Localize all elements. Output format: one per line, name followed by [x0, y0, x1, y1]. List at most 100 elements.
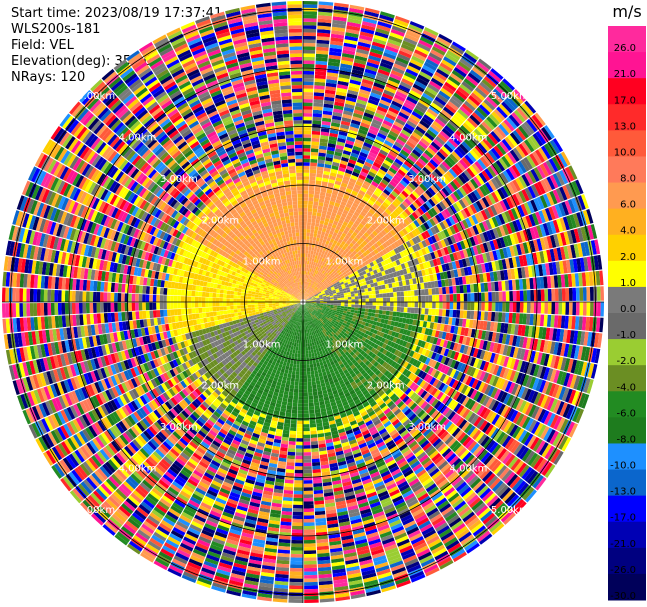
velocity-gate [479, 81, 493, 94]
velocity-gate [411, 244, 418, 252]
velocity-gate [383, 89, 395, 97]
velocity-gate [361, 145, 371, 152]
velocity-gate [498, 103, 511, 117]
velocity-gate [414, 302, 419, 308]
velocity-gate [434, 153, 444, 163]
velocity-gate [342, 288, 347, 292]
velocity-gate [488, 149, 498, 162]
velocity-gate [344, 172, 352, 178]
velocity-gate [386, 215, 394, 223]
velocity-gate [448, 216, 456, 226]
velocity-gate [363, 141, 373, 149]
velocity-gate [487, 133, 499, 145]
velocity-gate [314, 226, 319, 231]
velocity-gate [434, 214, 442, 223]
velocity-gate [447, 75, 461, 87]
velocity-gate [321, 284, 326, 288]
velocity-gate [372, 305, 377, 310]
velocity-gate [415, 104, 427, 114]
velocity-gate [305, 343, 308, 347]
velocity-gate [395, 185, 404, 193]
velocity-gate [393, 247, 400, 255]
velocity-gate [315, 219, 321, 224]
velocity-gate [369, 270, 375, 276]
velocity-gate [304, 288, 306, 293]
velocity-gate [515, 177, 525, 190]
velocity-gate [347, 250, 353, 256]
velocity-gate [505, 302, 510, 312]
velocity-gate [441, 199, 450, 209]
velocity-gate [306, 293, 309, 297]
velocity-gate [532, 133, 544, 147]
velocity-gate [375, 187, 383, 195]
velocity-gate [369, 148, 379, 156]
velocity-gate [379, 165, 389, 173]
velocity-gate [363, 315, 368, 319]
velocity-gate [343, 229, 349, 235]
velocity-gate [315, 240, 319, 245]
velocity-gate [317, 267, 321, 272]
velocity-gate [542, 193, 552, 207]
velocity-gate [459, 285, 464, 294]
velocity-gate [312, 211, 317, 216]
velocity-gate [338, 219, 344, 225]
velocity-gate [417, 256, 423, 264]
velocity-gate [303, 91, 314, 96]
velocity-gate [452, 285, 457, 294]
velocity-gate [515, 219, 523, 231]
velocity-gate [337, 300, 342, 302]
velocity-gate [519, 290, 524, 302]
velocity-gate [446, 245, 453, 254]
velocity-gate [315, 270, 319, 275]
velocity-gate [364, 223, 371, 230]
velocity-gate [303, 239, 307, 243]
velocity-gate [406, 216, 413, 224]
velocity-gate [318, 148, 327, 154]
velocity-gate [330, 303, 334, 306]
velocity-gate [377, 68, 390, 77]
velocity-gate [320, 277, 324, 282]
velocity-gate [374, 264, 380, 270]
velocity-gate [537, 181, 546, 195]
velocity-gate [527, 185, 537, 199]
velocity-gate [403, 312, 408, 318]
velocity-gate [334, 286, 339, 290]
velocity-gate [328, 136, 338, 142]
velocity-gate [352, 145, 362, 152]
velocity-gate [337, 238, 343, 244]
velocity-gate [441, 187, 450, 197]
velocity-gate [400, 296, 405, 302]
velocity-gate [328, 289, 332, 293]
velocity-gate [388, 150, 398, 158]
velocity-gate [308, 250, 311, 255]
velocity-gate [364, 214, 371, 221]
velocity-gate [331, 264, 336, 269]
velocity-gate [343, 146, 353, 153]
velocity-gate [308, 392, 313, 397]
velocity-gate [355, 273, 361, 278]
velocity-gate [330, 227, 336, 232]
velocity-gate [307, 271, 310, 276]
velocity-gate [443, 228, 450, 238]
velocity-gate [565, 183, 575, 198]
velocity-gate [321, 121, 331, 126]
velocity-gate [313, 286, 317, 290]
velocity-gate [421, 240, 428, 248]
velocity-gate [427, 83, 440, 93]
velocity-gate [411, 86, 423, 96]
velocity-gate [533, 167, 543, 181]
velocity-gate [361, 24, 376, 32]
velocity-gate [469, 236, 476, 247]
velocity-gate [307, 275, 311, 279]
velocity-gate [453, 190, 462, 201]
velocity-gate [377, 262, 383, 268]
velocity-gate [313, 292, 318, 295]
velocity-gate [361, 183, 369, 190]
velocity-gate [314, 293, 319, 296]
velocity-gate [321, 291, 325, 294]
velocity-gate [369, 232, 376, 239]
velocity-gate [320, 234, 325, 240]
velocity-gate [310, 293, 314, 297]
velocity-gate [342, 277, 347, 282]
velocity-gate [338, 73, 351, 80]
